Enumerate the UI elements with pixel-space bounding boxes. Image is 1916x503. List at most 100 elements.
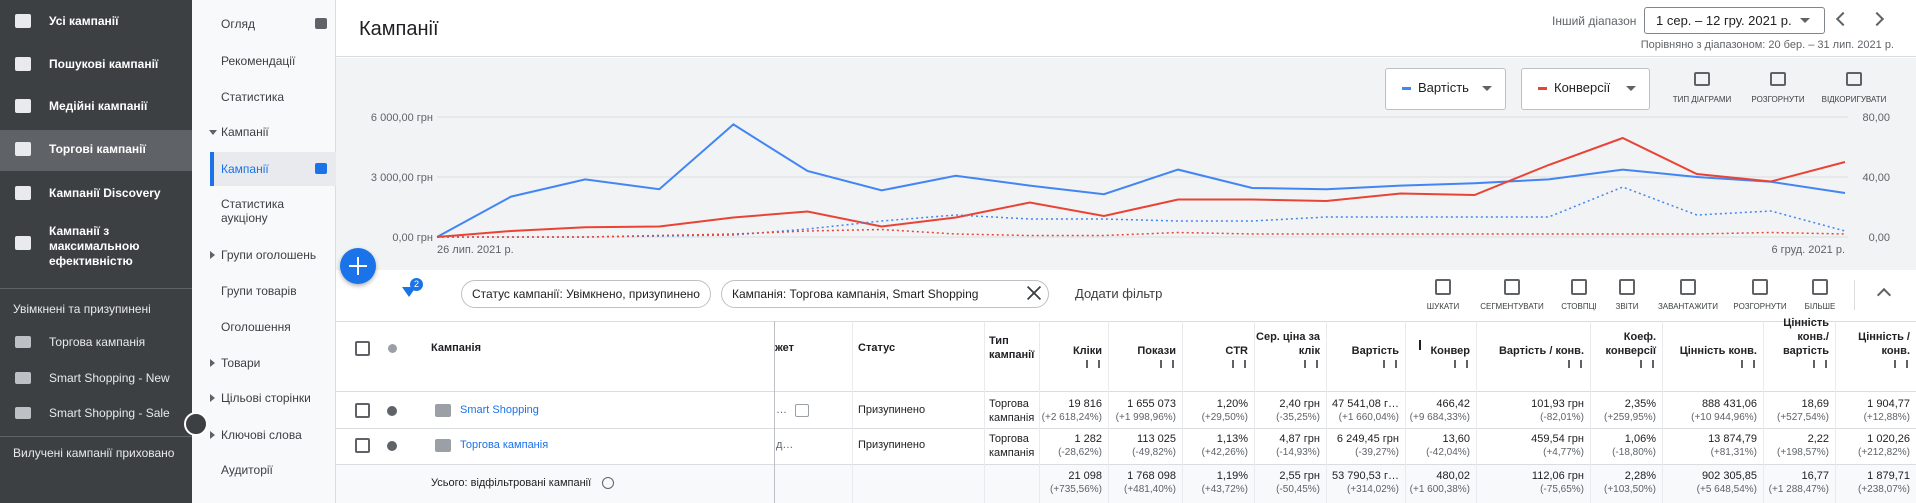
toolbar-button[interactable]: СТОВПЦІ: [1561, 302, 1597, 311]
toolbar-button[interactable]: ЗАВАНТАЖИТИ: [1657, 302, 1719, 311]
cell-value: 1 904,77: [1867, 398, 1910, 410]
checkbox[interactable]: [355, 341, 370, 356]
date-picker[interactable]: [1644, 7, 1825, 34]
sort-icon: [1232, 360, 1246, 368]
cell-change: (+1 288,47%): [1768, 484, 1829, 495]
cell-change: (+238,07%): [1858, 484, 1910, 495]
campaign-link[interactable]: Smart Shopping - Sale: [49, 406, 170, 420]
campaign-link[interactable]: Smart Shopping: [460, 404, 539, 416]
chart-control[interactable]: ТИП ДІАГРАМИ: [1672, 95, 1732, 104]
cell-change: (+1 660,04%): [1338, 412, 1399, 423]
sidebar-item[interactable]: Кампанії Discovery: [49, 186, 161, 200]
col-header[interactable]: Сер. ціна за клік: [1256, 331, 1320, 357]
status-icon: [387, 441, 397, 451]
icon: [15, 186, 31, 200]
icon: [1504, 279, 1520, 295]
icon: [15, 336, 31, 348]
nav-item[interactable]: Оголошення: [221, 320, 291, 334]
col-header[interactable]: Цінність / конв.: [1858, 331, 1910, 357]
col-header[interactable]: Статус: [858, 342, 896, 354]
nav-item[interactable]: Огляд: [221, 17, 255, 31]
cell-value: 459,54 грн: [1531, 433, 1584, 445]
col-header[interactable]: Вартість / конв.: [1498, 345, 1584, 357]
col-header[interactable]: Покази: [1137, 345, 1176, 357]
toolbar-button[interactable]: РОЗГОРНУТИ: [1733, 302, 1787, 311]
filter-icon[interactable]: [402, 287, 416, 297]
date-range[interactable]: 1 сер. – 12 гру. 2021 р.: [1656, 13, 1792, 28]
sidebar-item[interactable]: Пошукові кампанії: [49, 57, 159, 71]
dropdown: [1800, 18, 1810, 23]
col-divider: [1326, 321, 1327, 503]
sort-icon: [1160, 360, 1174, 368]
campaign-link[interactable]: Торгова кампанія: [49, 335, 146, 349]
nav-item[interactable]: Кампанії: [221, 125, 269, 139]
nav-item[interactable]: Цільові сторінки: [221, 391, 311, 405]
campaign-link[interactable]: Торгова кампанія: [460, 439, 549, 451]
nav-item[interactable]: Ключові слова: [221, 428, 302, 442]
cell-value: 1 879,71: [1867, 470, 1910, 482]
cell-value: 2,55 грн: [1279, 470, 1320, 482]
nav-item[interactable]: Рекомендації: [221, 54, 296, 68]
toolbar-button[interactable]: ЗВІТИ: [1615, 302, 1639, 311]
col-divider: [1662, 321, 1663, 503]
cell-value: 18,69: [1801, 398, 1829, 410]
sidebar-item[interactable]: Усі кампанії: [49, 14, 119, 28]
sidebar-item[interactable]: Кампанії з максимальною ефективністю: [49, 224, 140, 268]
cell-value: 466,42: [1436, 398, 1470, 410]
cell-value: 902 305,85: [1701, 470, 1757, 482]
cell-change: (+481,40%): [1124, 484, 1176, 495]
col-header[interactable]: Кліки: [1072, 345, 1102, 357]
col-header[interactable]: CTR: [1225, 345, 1248, 357]
campaign-link[interactable]: Smart Shopping - New: [49, 371, 170, 385]
nav-item[interactable]: Товари: [221, 356, 261, 370]
nav-item[interactable]: Групи товарів: [221, 284, 297, 298]
chip-close[interactable]: [1027, 286, 1041, 300]
col-header[interactable]: Вартість: [1351, 345, 1399, 357]
cell-change: (-49,82%): [1132, 447, 1176, 458]
nav-item[interactable]: Статистика: [221, 90, 285, 104]
sort-icon: [1741, 360, 1755, 368]
col-header[interactable]: жет: [774, 342, 794, 354]
icon: [1694, 72, 1710, 86]
range-label: Інший діапазон: [1552, 14, 1637, 28]
icon: [435, 439, 451, 452]
cell-change: (+527,54%): [1777, 412, 1829, 423]
checkbox[interactable]: [355, 403, 370, 418]
col-divider: [852, 321, 853, 503]
add-filter[interactable]: Додати фільтр: [1075, 286, 1163, 301]
collapse-button[interactable]: [184, 412, 208, 436]
toolbar-button[interactable]: ШУКАТИ: [1426, 302, 1460, 311]
chart-control[interactable]: РОЗГОРНУТИ: [1751, 95, 1805, 104]
cell-change: (+29,50%): [1201, 412, 1248, 423]
icon: [15, 99, 31, 113]
nav-item[interactable]: Статистика аукціону: [221, 197, 285, 225]
nav-item[interactable]: Кампанії: [221, 162, 269, 176]
col-header[interactable]: Конвер: [1430, 345, 1470, 357]
cell-change: (+4,77%): [1543, 447, 1584, 458]
page-title: Кампанії: [359, 18, 439, 40]
nav-item[interactable]: Аудиторії: [221, 463, 273, 477]
chart-control[interactable]: ВІДКОРИГУВАТИ: [1821, 95, 1887, 104]
filter-chip[interactable]: [461, 280, 711, 308]
col-header[interactable]: Коеф. конверсії: [1605, 331, 1656, 357]
collapse-chart[interactable]: [1876, 287, 1892, 303]
col-header[interactable]: Цінність конв.: [1679, 345, 1757, 357]
cell-value: 19 816: [1068, 398, 1102, 410]
checkbox[interactable]: [355, 438, 370, 453]
sidebar-item[interactable]: Медійні кампанії: [49, 99, 148, 113]
toolbar-button[interactable]: БІЛЬШЕ: [1804, 302, 1836, 311]
col-header[interactable]: Цінність конв./ вартість: [1782, 317, 1829, 357]
toolbar-button[interactable]: СЕГМЕНТУВАТИ: [1480, 302, 1544, 311]
col-header[interactable]: Кампанія: [431, 342, 481, 354]
filter-chip[interactable]: [721, 280, 1049, 308]
status: Призупинено: [858, 404, 926, 416]
icon: [1812, 279, 1828, 295]
sidebar-item[interactable]: Торгові кампанії: [49, 142, 146, 156]
cell-value: 1 282: [1074, 433, 1102, 445]
col-header[interactable]: Тип кампанії: [989, 335, 1035, 361]
plus: [349, 265, 367, 267]
filter-badge: 2: [410, 278, 423, 291]
header-bar: [336, 0, 1916, 57]
nav-item[interactable]: Групи оголошень: [221, 248, 317, 262]
cell-change: (+9 684,33%): [1409, 412, 1470, 423]
